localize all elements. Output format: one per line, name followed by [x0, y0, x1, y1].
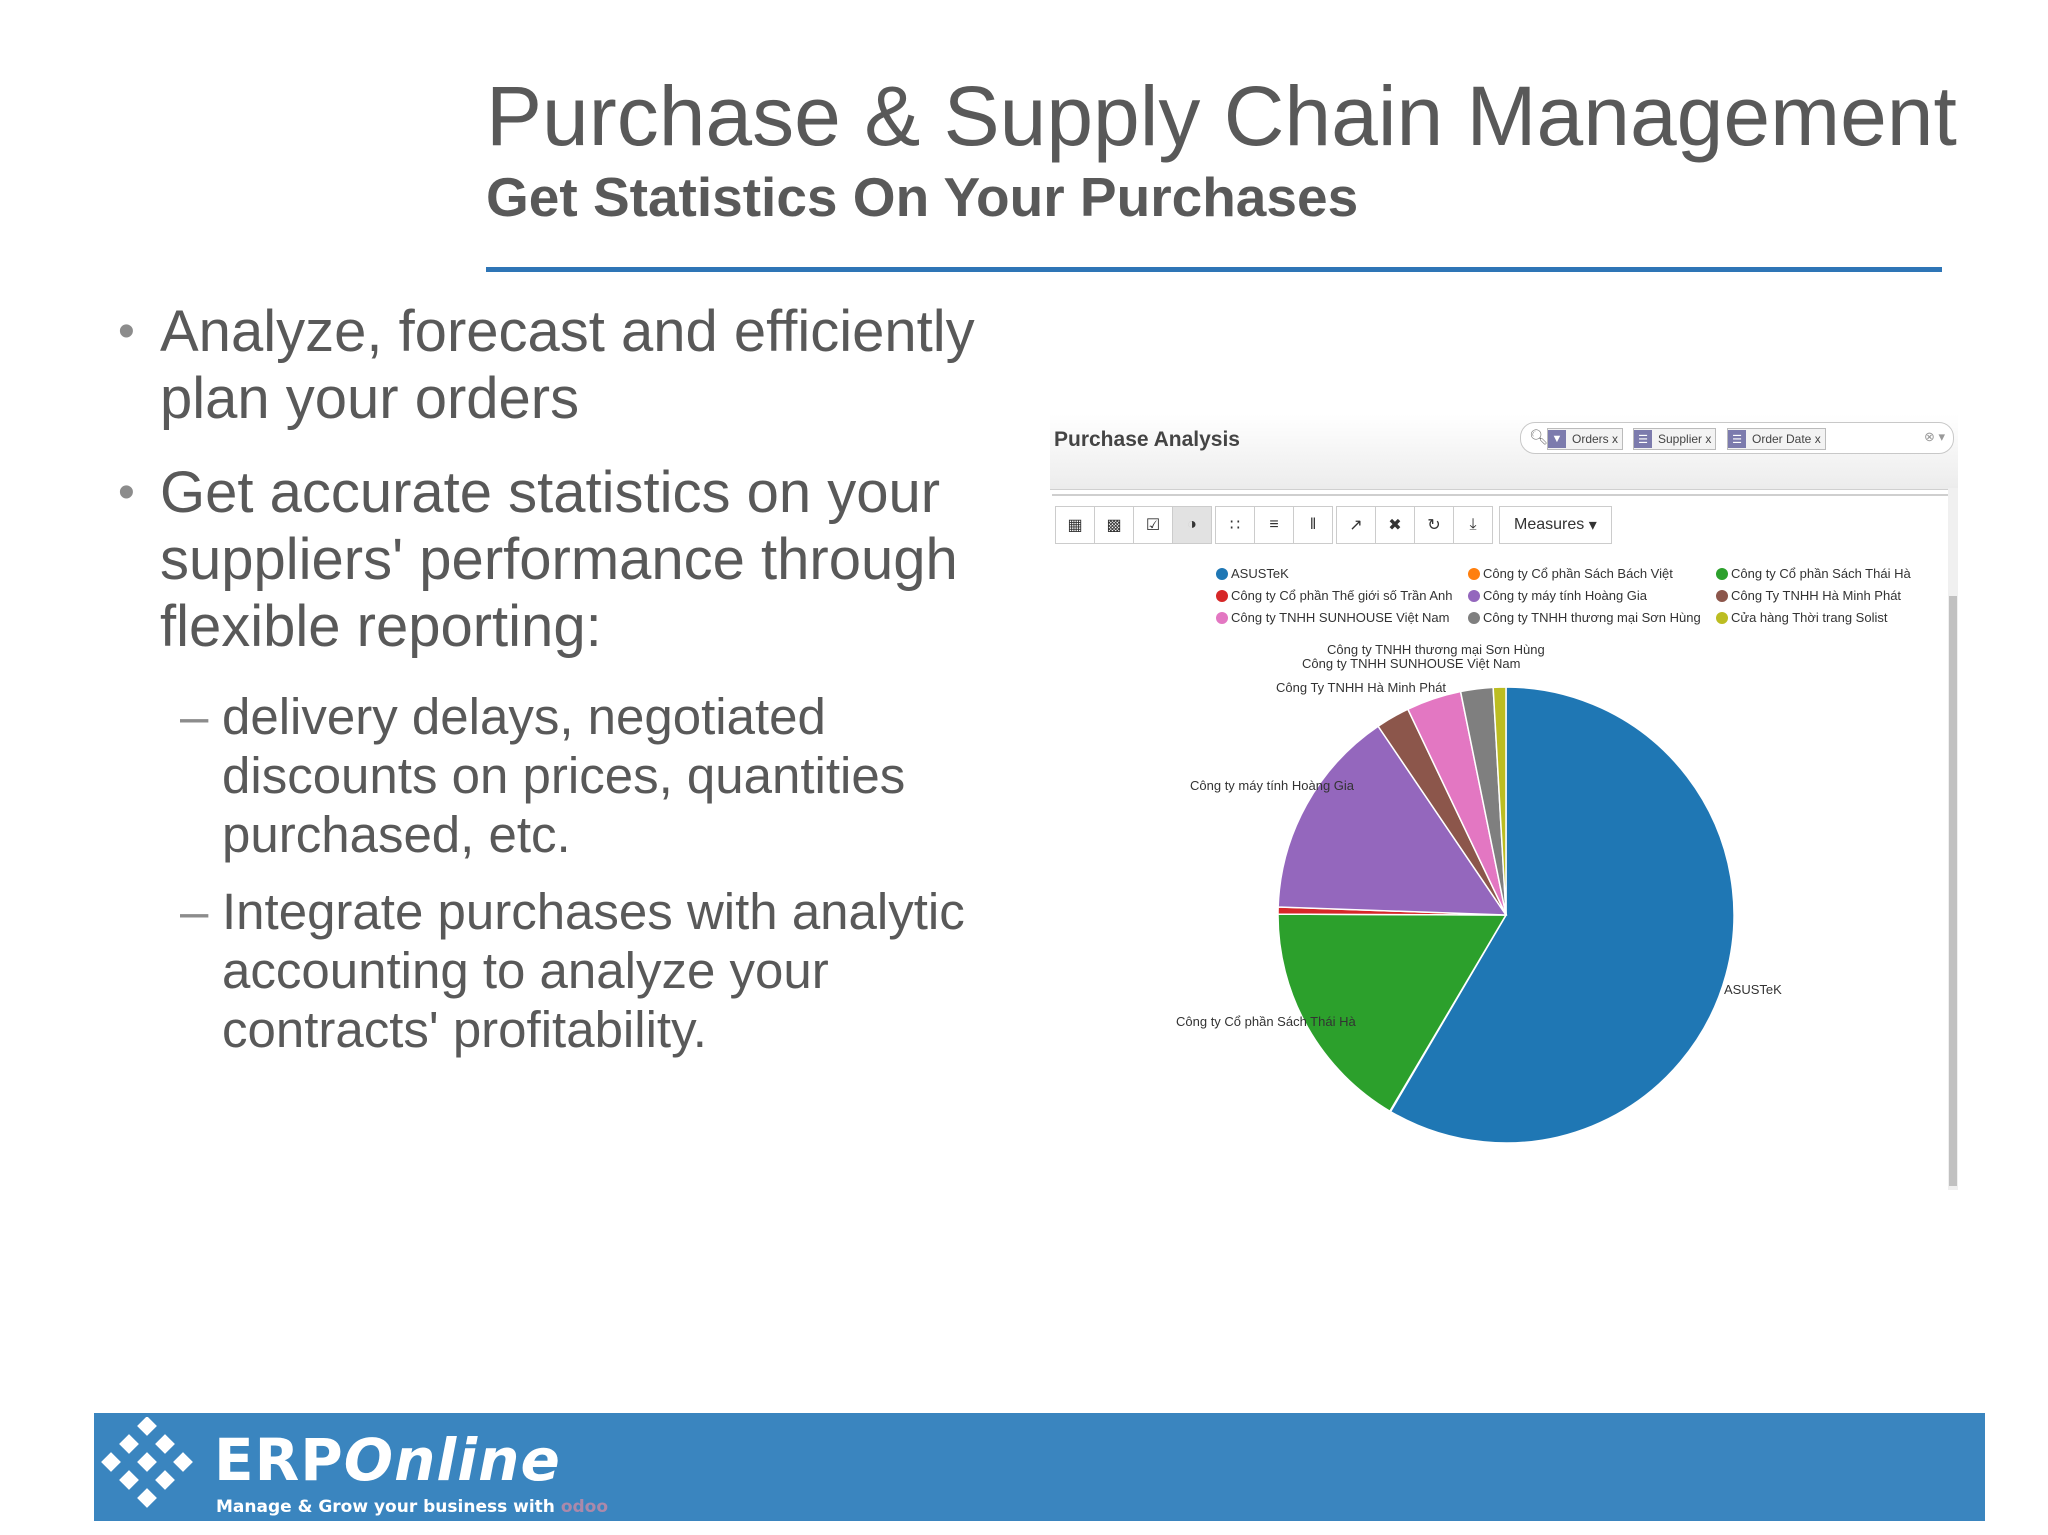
expand-cols-icon[interactable]: ‖: [1293, 506, 1333, 544]
bullet-mark: •: [118, 466, 135, 519]
legend-swatch: [1468, 567, 1480, 580]
footer-bar: ERPOnline Manage & Grow your business wi…: [94, 1413, 1985, 1521]
legend-label: Cửa hàng Thời trang Solist: [1731, 610, 1888, 625]
brand-part-erp: ERP: [214, 1426, 344, 1494]
facet-label: Order Date: [1752, 432, 1812, 446]
facet-close-icon[interactable]: x: [1705, 432, 1712, 446]
clear-search-icon[interactable]: ⊗ ▾: [1923, 429, 1945, 444]
chart-legend: ASUSTeK Công ty Cổ phần Sách Bách Việt C…: [1050, 414, 1958, 1190]
legend-item[interactable]: Công ty máy tính Hoàng Gia: [1468, 588, 1647, 603]
slide-title: Purchase & Supply Chain Management: [486, 69, 1957, 163]
bullet-item: • Get accurate statistics on your suppli…: [118, 459, 1038, 660]
facet-close-icon[interactable]: x: [1612, 432, 1619, 446]
brand-part-online: Online: [343, 1426, 561, 1494]
bullet-text: Get accurate statistics on your supplier…: [160, 460, 958, 659]
slice-label: Công ty TNHH SUNHOUSE Việt Nam: [1302, 656, 1521, 671]
legend-label: ASUSTeK: [1231, 566, 1289, 581]
sub-bullet-mark: –: [180, 688, 209, 745]
legend-item[interactable]: Công ty TNHH SUNHOUSE Việt Nam: [1216, 610, 1449, 625]
slice-label: Công ty TNHH thương mại Sơn Hùng: [1327, 642, 1545, 657]
legend-item[interactable]: ASUSTeK: [1216, 566, 1289, 581]
filter-icon: ▼: [1548, 430, 1566, 448]
screenshot-title: Purchase Analysis: [1054, 428, 1240, 451]
legend-swatch: [1216, 567, 1228, 580]
pie-chart: [1277, 686, 1735, 1144]
scrollbar[interactable]: [1948, 488, 1958, 1190]
facet-label: Orders: [1572, 432, 1609, 446]
legend-swatch: [1716, 589, 1728, 602]
download-icon[interactable]: ⤓: [1453, 506, 1493, 544]
sub-bullet-text: delivery delays, negotiated discounts on…: [222, 688, 906, 863]
erponline-logo-icon: [101, 1417, 193, 1508]
legend-swatch: [1716, 611, 1728, 624]
title-rule: [486, 267, 1942, 272]
bullet-item: • Analyze, forecast and efficiently plan…: [118, 298, 1038, 432]
legend-label: Công ty máy tính Hoàng Gia: [1483, 588, 1648, 603]
facet-close-icon[interactable]: x: [1814, 432, 1821, 446]
search-facet-supplier[interactable]: ☰ Supplier x: [1633, 428, 1717, 450]
bullet-list: • Analyze, forecast and efficiently plan…: [118, 298, 1038, 1077]
sub-bullet-item: – delivery delays, negotiated discounts …: [180, 687, 1038, 864]
swap-axis-icon[interactable]: ↗: [1336, 506, 1376, 544]
pie-slice[interactable]: [1277, 725, 1508, 916]
measures-label: Measures: [1514, 516, 1585, 533]
legend-item[interactable]: Công ty TNHH thương mại Sơn Hùng: [1468, 610, 1701, 625]
search-icon: 🔍︎: [1529, 429, 1549, 446]
search-box[interactable]: 🔍︎ ▼ Orders x ☰ Supplier x ☰ Order Date …: [1520, 422, 1954, 454]
facet-label: Supplier: [1658, 432, 1703, 446]
measures-dropdown[interactable]: Measures ▾: [1499, 506, 1612, 544]
header-divider: [1052, 494, 1952, 496]
group-icon: ☰: [1728, 430, 1746, 448]
sub-bullet-item: – Integrate purchases with analytic acco…: [180, 882, 1038, 1059]
group-icon: ☰: [1634, 430, 1652, 448]
brand-name: ERPOnline: [214, 1431, 561, 1489]
legend-label: Công Ty TNHH Hà Minh Phát: [1731, 588, 1902, 603]
legend-label: Công ty Cổ phần Sách Bách Việt: [1483, 566, 1673, 581]
legend-label: Công ty TNHH thương mại Sơn Hùng: [1483, 610, 1701, 625]
reload-icon[interactable]: ↻: [1414, 506, 1454, 544]
legend-label: Công ty Cổ phần Thế giới số Trần Anh: [1231, 588, 1453, 603]
legend-label: Công ty Cổ phần Sách Thái Hà: [1731, 566, 1911, 581]
bar-chart-icon[interactable]: ▩: [1094, 506, 1134, 544]
legend-item[interactable]: Công Ty TNHH Hà Minh Phát: [1716, 588, 1901, 603]
sub-bullet-text: Integrate purchases with analytic accoun…: [222, 883, 965, 1058]
legend-item[interactable]: Công ty Cổ phần Thế giới số Trần Anh: [1216, 588, 1452, 603]
view-toolbar: ▦ ▩ ☑ ◑ ∷ ≡ ‖ ↗ ✖ ↻ ⤓ Measures ▾: [1055, 506, 1612, 544]
legend-item[interactable]: Công ty Cổ phần Sách Bách Việt: [1468, 566, 1673, 581]
legend-item[interactable]: Cửa hàng Thời trang Solist: [1716, 610, 1887, 625]
screenshot-header: Purchase Analysis 🔍︎ ▼ Orders x ☰ Suppli…: [1050, 414, 1958, 490]
bullet-text: Analyze, forecast and efficiently plan y…: [160, 299, 975, 431]
slice-label: Công ty máy tính Hoàng Gia: [1190, 778, 1355, 793]
legend-swatch: [1468, 611, 1480, 624]
slice-label: ASUSTeK: [1724, 982, 1782, 997]
legend-swatch: [1216, 611, 1228, 624]
purchase-analysis-screenshot: Purchase Analysis 🔍︎ ▼ Orders x ☰ Suppli…: [1050, 414, 1958, 1190]
legend-item[interactable]: Công ty Cổ phần Sách Thái Hà: [1716, 566, 1911, 581]
search-facet-orders[interactable]: ▼ Orders x: [1547, 428, 1624, 450]
table-icon[interactable]: ▦: [1055, 506, 1095, 544]
fullscreen-icon[interactable]: ✖: [1375, 506, 1415, 544]
sub-bullet-mark: –: [180, 883, 209, 940]
legend-label: Công ty TNHH SUNHOUSE Việt Nam: [1231, 610, 1450, 625]
legend-swatch: [1468, 589, 1480, 602]
search-facet-order-date[interactable]: ☰ Order Date x: [1727, 428, 1826, 450]
pie-slice[interactable]: [1277, 913, 1508, 1113]
tagline-text: Manage & Grow your business with: [216, 1497, 555, 1517]
scrollbar-thumb[interactable]: [1949, 596, 1957, 1186]
brand-tagline: Manage & Grow your business with odoo: [216, 1497, 608, 1517]
pie-slice[interactable]: [1389, 686, 1735, 1144]
pie-slice[interactable]: [1492, 686, 1507, 916]
slice-label: Công ty Cổ phần Sách Thái Hà: [1176, 1014, 1356, 1029]
tagline-brand: odoo: [560, 1497, 609, 1517]
legend-swatch: [1216, 589, 1228, 602]
legend-swatch: [1716, 567, 1728, 580]
slice-label: Công Ty TNHH Hà Minh Phát: [1276, 680, 1447, 695]
pie-chart-icon[interactable]: ◑: [1172, 506, 1212, 544]
slide-subtitle: Get Statistics On Your Purchases: [486, 166, 1359, 228]
bullet-mark: •: [118, 305, 135, 358]
